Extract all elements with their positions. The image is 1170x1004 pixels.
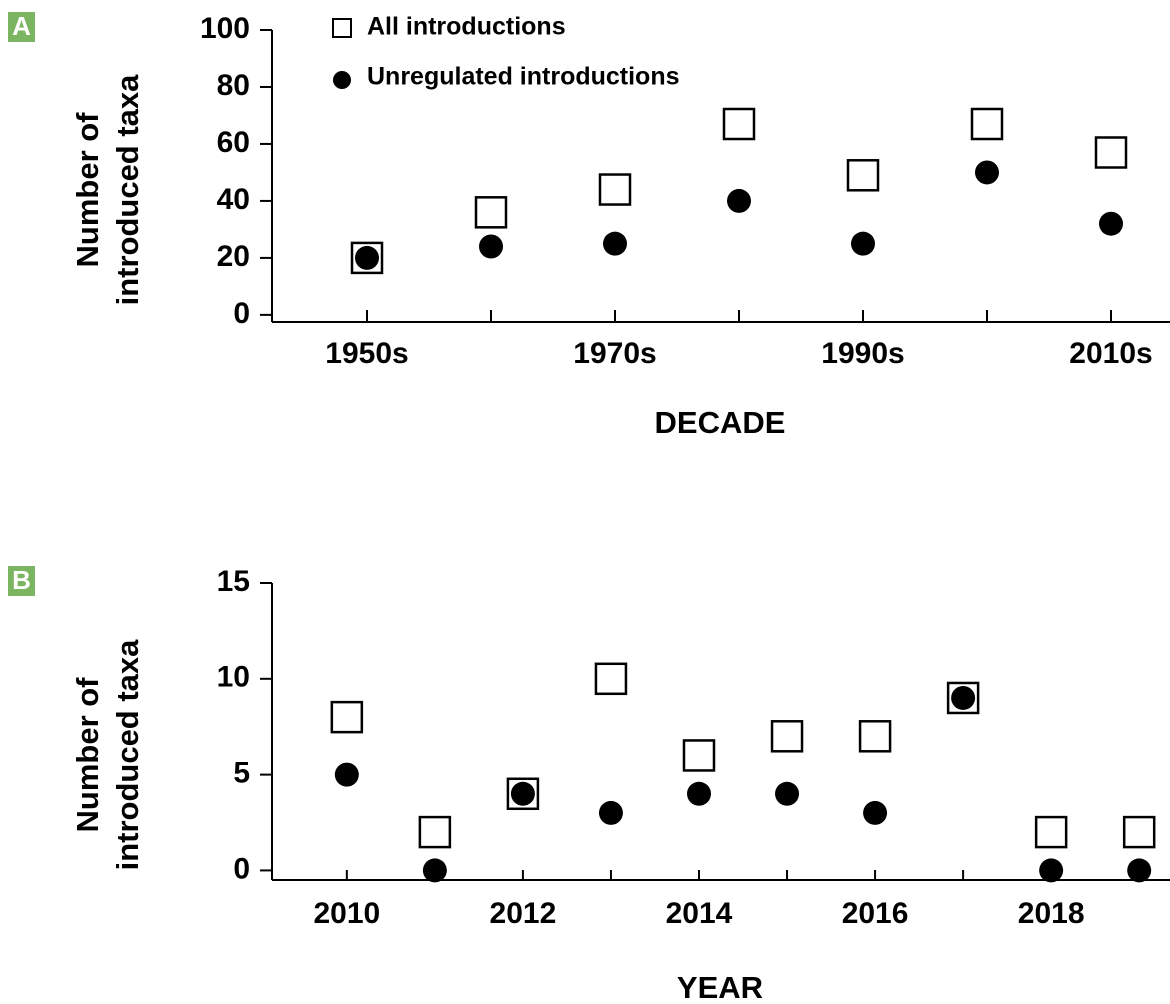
square-marker <box>330 700 364 734</box>
legend-marker <box>332 18 352 38</box>
circle-marker <box>1127 858 1152 883</box>
panel-badge <box>8 12 35 42</box>
y-tick-label: 5 <box>233 757 250 790</box>
x-tick-label: 2010 <box>313 897 380 930</box>
y-tick-label: 100 <box>200 12 250 45</box>
y-tick-label: 15 <box>217 565 250 598</box>
circle-marker <box>951 685 976 710</box>
y-tick-label: 20 <box>217 240 250 273</box>
panel-label: A <box>12 11 31 41</box>
circle-marker <box>510 781 535 806</box>
square-marker <box>594 662 628 696</box>
y-tick-label: 40 <box>217 183 250 216</box>
circle-marker <box>1099 211 1123 236</box>
square-marker <box>418 815 452 849</box>
circle-marker <box>775 781 800 806</box>
square-marker <box>598 173 632 206</box>
square-marker <box>722 107 756 141</box>
circle-marker <box>1039 858 1064 883</box>
panel-label: B <box>12 565 31 595</box>
x-axis-label: DECADE <box>655 405 786 440</box>
square-marker <box>970 107 1004 141</box>
square-marker <box>1122 815 1156 849</box>
x-tick-label: 2018 <box>1018 897 1085 930</box>
x-tick-label: 1990s <box>821 337 904 370</box>
y-tick-label: 60 <box>217 126 250 159</box>
x-tick-label: 1950s <box>325 337 408 370</box>
y-tick-label: 0 <box>233 297 250 330</box>
circle-marker <box>479 234 503 259</box>
circle-marker <box>851 231 875 256</box>
square-marker <box>1034 815 1068 849</box>
square-marker <box>1094 136 1128 169</box>
legend-label: All introductions <box>367 13 566 41</box>
y-axis-label: Number of <box>70 112 105 268</box>
y-axis-label: introduced taxa <box>110 74 145 306</box>
circle-marker <box>355 245 379 270</box>
x-tick-label: 2010s <box>1069 337 1152 370</box>
legend-label: Unregulated introductions <box>367 63 680 91</box>
circle-marker <box>598 800 623 825</box>
square-marker <box>846 159 880 192</box>
circle-marker <box>863 800 888 825</box>
circle-marker <box>334 762 359 787</box>
y-tick-label: 10 <box>217 661 250 694</box>
x-axis-label: YEAR <box>677 970 763 1004</box>
panel-badge <box>8 566 35 596</box>
x-tick-label: 2014 <box>666 897 733 930</box>
y-tick-label: 0 <box>233 852 250 885</box>
y-axis-label: introduced taxa <box>110 639 145 871</box>
y-tick-label: 80 <box>217 69 250 102</box>
circle-marker <box>975 160 999 185</box>
square-marker <box>682 739 716 772</box>
circle-marker <box>422 858 447 883</box>
square-marker <box>770 720 804 753</box>
y-axis-label: Number of <box>70 677 105 833</box>
x-tick-label: 1970s <box>573 337 656 370</box>
legend-marker <box>333 71 351 89</box>
circle-marker <box>603 231 627 256</box>
circle-marker <box>686 781 711 806</box>
x-tick-label: 2016 <box>842 897 909 930</box>
square-marker <box>506 777 540 811</box>
square-marker <box>350 241 384 275</box>
square-marker <box>946 681 980 715</box>
square-marker <box>474 196 508 229</box>
square-marker <box>858 720 892 753</box>
circle-marker <box>727 188 751 213</box>
x-tick-label: 2012 <box>490 897 557 930</box>
